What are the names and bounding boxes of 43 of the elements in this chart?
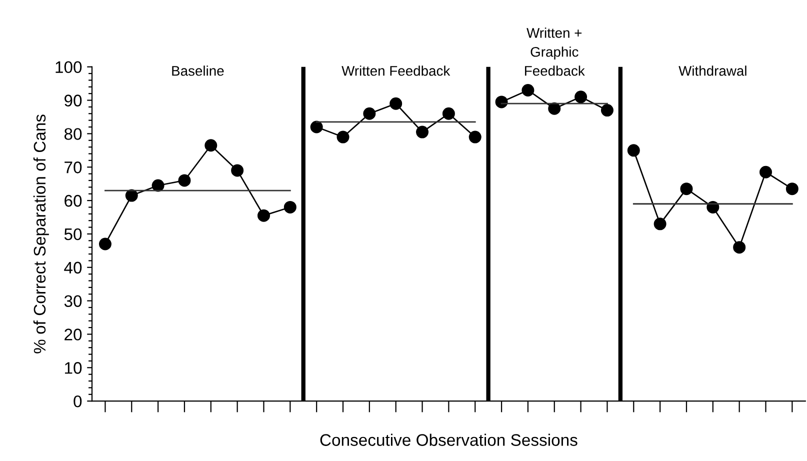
y-tick-label: 20 [64, 328, 82, 340]
point [390, 97, 402, 110]
y-tick-label: 10 [65, 362, 82, 374]
point [760, 166, 772, 178]
point [495, 96, 508, 108]
y-tick-label: 50 [64, 228, 82, 240]
point [600, 104, 614, 117]
point [468, 130, 482, 144]
point [680, 182, 693, 196]
point [574, 90, 588, 104]
point [231, 164, 244, 177]
point [442, 107, 455, 120]
point [522, 84, 534, 96]
y-tick-label: 100 [56, 61, 82, 74]
annotation: Baseline [172, 66, 224, 76]
y-tick-label: 80 [64, 128, 82, 140]
y-tick-label: 60 [64, 194, 82, 207]
point [98, 238, 112, 250]
point [363, 107, 376, 120]
point [336, 130, 350, 144]
point [786, 182, 798, 196]
point [284, 200, 296, 214]
y-tick-label: 90 [64, 94, 82, 106]
point [310, 120, 323, 134]
y-tick-label: 30 [64, 295, 82, 308]
annotation: Written Feedback [342, 66, 450, 76]
point [152, 179, 164, 192]
point [204, 139, 218, 152]
y-axis-title: % of Correct Separation of Cans [33, 114, 49, 354]
y-tick-label: 70 [64, 162, 82, 174]
point [733, 241, 746, 254]
y-tick-label: 40 [64, 262, 82, 274]
point [257, 209, 270, 222]
annotation: Withdrawal [678, 66, 746, 76]
point [654, 218, 666, 230]
point [627, 144, 640, 157]
x-axis-title: Consecutive Observation Sessions [320, 434, 578, 446]
point [178, 174, 191, 187]
point [416, 126, 429, 138]
y-tick-label: 0 [74, 395, 82, 408]
point [548, 102, 561, 115]
point [125, 189, 138, 202]
annotation: Written + Graphic Feedback [525, 28, 585, 76]
